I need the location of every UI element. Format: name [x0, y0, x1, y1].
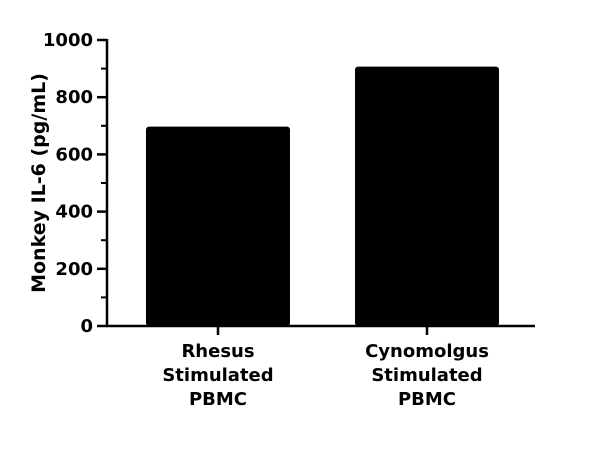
x-tick-label: Rhesus: [181, 341, 254, 362]
bar: [355, 66, 499, 327]
y-tick-label: 0: [80, 316, 93, 337]
x-tick-label: PBMC: [189, 389, 247, 410]
y-axis-title: Monkey IL-6 (pg/mL): [28, 73, 50, 293]
y-tick-label: 400: [55, 202, 93, 223]
y-tick-label: 1000: [43, 30, 93, 51]
x-tick-label: Stimulated: [162, 365, 273, 386]
bar: [146, 126, 290, 327]
y-tick-label: 600: [55, 144, 93, 165]
y-tick-label: 800: [55, 87, 93, 108]
x-axis: [106, 324, 535, 335]
y-tick-label: 200: [55, 259, 93, 280]
x-tick-label: Stimulated: [371, 365, 482, 386]
y-axis: 0 200 400 600 800 1000: [43, 30, 109, 337]
category-labels: Rhesus Stimulated PBMC Cynomolgus Stimulated…: [162, 341, 489, 410]
x-tick-label: Cynomolgus: [365, 341, 489, 362]
x-tick-label: PBMC: [398, 389, 456, 410]
bars: [146, 66, 499, 327]
